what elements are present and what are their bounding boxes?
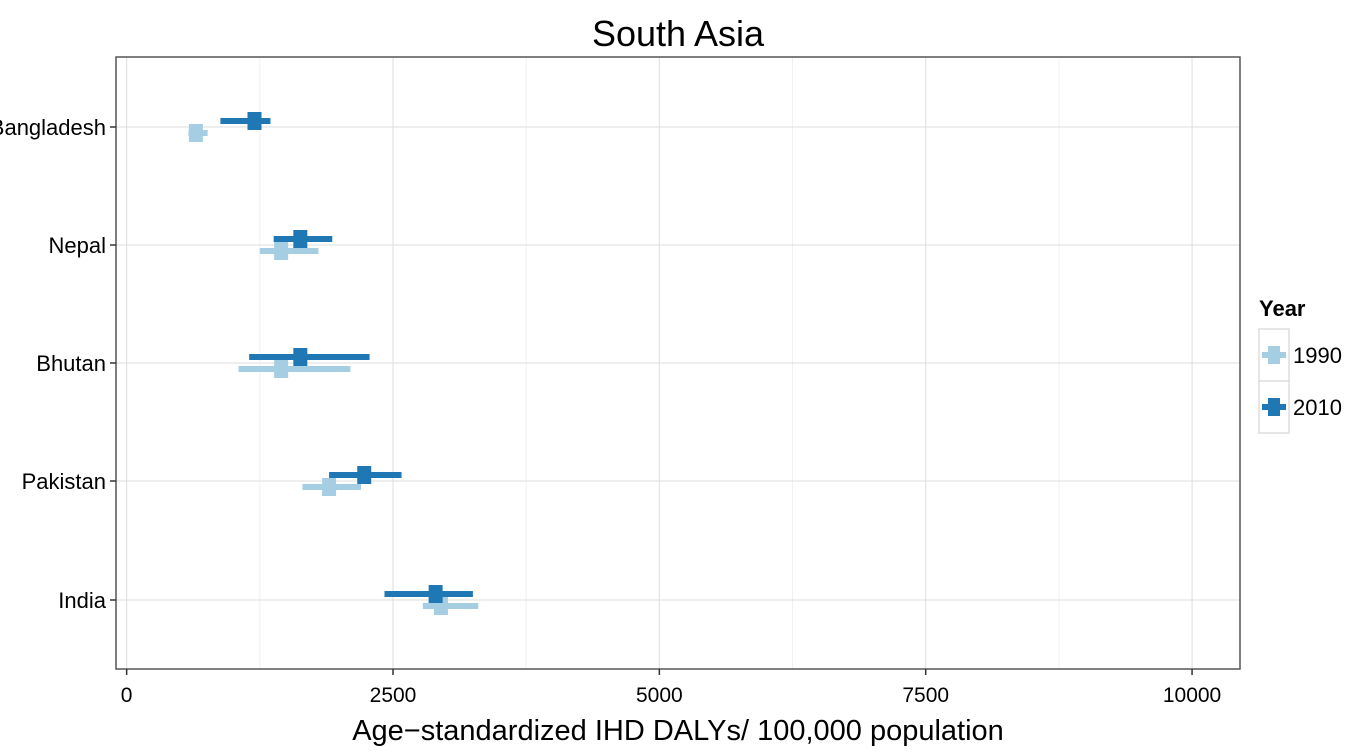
- legend-item: 1990: [1258, 328, 1342, 382]
- x-tick-label: 10000: [1163, 684, 1221, 707]
- y-tick-label: India: [58, 588, 106, 613]
- point-marker: [293, 230, 308, 248]
- point-marker: [274, 242, 289, 260]
- point-marker: [247, 112, 262, 130]
- point-marker: [293, 348, 308, 366]
- x-tick-label: 5000: [636, 684, 683, 707]
- x-tick-label: 2500: [370, 684, 417, 707]
- point-marker: [322, 478, 337, 496]
- x-axis-title: Age−standardized IHD DALYs/ 100,000 popu…: [352, 715, 1004, 747]
- x-tick-label: 0: [121, 684, 133, 707]
- point-marker: [274, 360, 289, 378]
- legend-label: 1990: [1293, 343, 1342, 368]
- legend-item: 2010: [1258, 380, 1342, 434]
- point-marker: [357, 466, 372, 484]
- series-1990: [188, 124, 479, 615]
- legend-key-marker: [1268, 398, 1280, 416]
- x-tick-label: 7500: [902, 684, 949, 707]
- y-tick-label: Bhutan: [36, 351, 106, 376]
- y-tick-label: Nepal: [49, 233, 106, 258]
- legend-key-marker: [1268, 346, 1280, 364]
- legend-label: 2010: [1293, 395, 1342, 420]
- point-marker: [428, 585, 443, 603]
- chart-title: South Asia: [592, 13, 765, 54]
- point-marker: [188, 124, 203, 142]
- y-tick-label: Bangladesh: [0, 115, 106, 140]
- series-2010: [220, 112, 473, 603]
- legend: Year 1990 2010: [1258, 296, 1342, 434]
- legend-title: Year: [1259, 296, 1306, 321]
- y-axis: Bangladesh Nepal Bhutan Pakistan India: [0, 115, 116, 613]
- series-layer: [188, 112, 479, 615]
- y-tick-label: Pakistan: [22, 469, 106, 494]
- x-axis: 0 2500 5000 7500 10000: [121, 669, 1221, 707]
